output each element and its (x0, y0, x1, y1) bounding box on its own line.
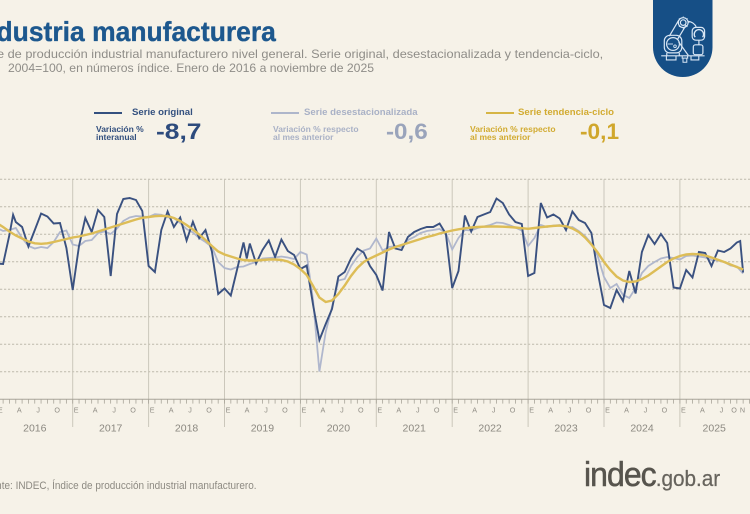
svg-text:A: A (321, 406, 326, 415)
svg-text:J: J (188, 406, 192, 415)
svg-text:J: J (720, 406, 724, 415)
svg-text:2020: 2020 (327, 423, 351, 435)
svg-text:O: O (434, 406, 440, 415)
svg-text:E: E (529, 406, 534, 415)
svg-text:E: E (0, 406, 3, 415)
svg-text:2021: 2021 (403, 423, 427, 435)
svg-text:E: E (681, 406, 686, 415)
svg-text:J: J (416, 406, 420, 415)
svg-text:E: E (150, 406, 155, 415)
svg-text:E: E (453, 406, 458, 415)
svg-text:O: O (358, 406, 364, 415)
svg-text:A: A (169, 406, 174, 415)
svg-text:O: O (586, 406, 592, 415)
svg-text:2018: 2018 (175, 423, 199, 435)
svg-text:J: J (568, 406, 572, 415)
svg-text:2024: 2024 (630, 423, 654, 435)
svg-text:J: J (264, 406, 268, 415)
svg-text:E: E (605, 406, 610, 415)
svg-text:2019: 2019 (251, 423, 275, 435)
svg-text:J: J (36, 406, 40, 415)
svg-text:A: A (548, 406, 553, 415)
svg-text:O: O (54, 406, 60, 415)
svg-text:O: O (130, 406, 136, 415)
svg-text:E: E (226, 406, 231, 415)
svg-text:A: A (245, 406, 250, 415)
svg-text:2025: 2025 (703, 423, 727, 435)
svg-text:A: A (700, 406, 705, 415)
svg-text:A: A (396, 406, 401, 415)
svg-text:O: O (282, 406, 288, 415)
svg-text:A: A (624, 406, 629, 415)
svg-text:J: J (112, 406, 116, 415)
svg-text:O: O (662, 406, 668, 415)
svg-text:2016: 2016 (23, 423, 47, 435)
svg-text:2023: 2023 (554, 423, 578, 435)
svg-text:A: A (17, 406, 22, 415)
svg-text:E: E (377, 406, 382, 415)
svg-text:O: O (731, 406, 737, 415)
svg-text:N: N (740, 406, 745, 415)
svg-text:J: J (644, 406, 648, 415)
svg-text:2017: 2017 (99, 423, 123, 435)
svg-text:O: O (206, 406, 212, 415)
svg-text:O: O (510, 406, 516, 415)
svg-text:E: E (74, 406, 79, 415)
svg-text:E: E (302, 406, 307, 415)
svg-text:2022: 2022 (478, 423, 502, 435)
svg-text:J: J (492, 406, 496, 415)
svg-text:A: A (472, 406, 477, 415)
svg-text:A: A (93, 406, 98, 415)
svg-text:J: J (340, 406, 344, 415)
